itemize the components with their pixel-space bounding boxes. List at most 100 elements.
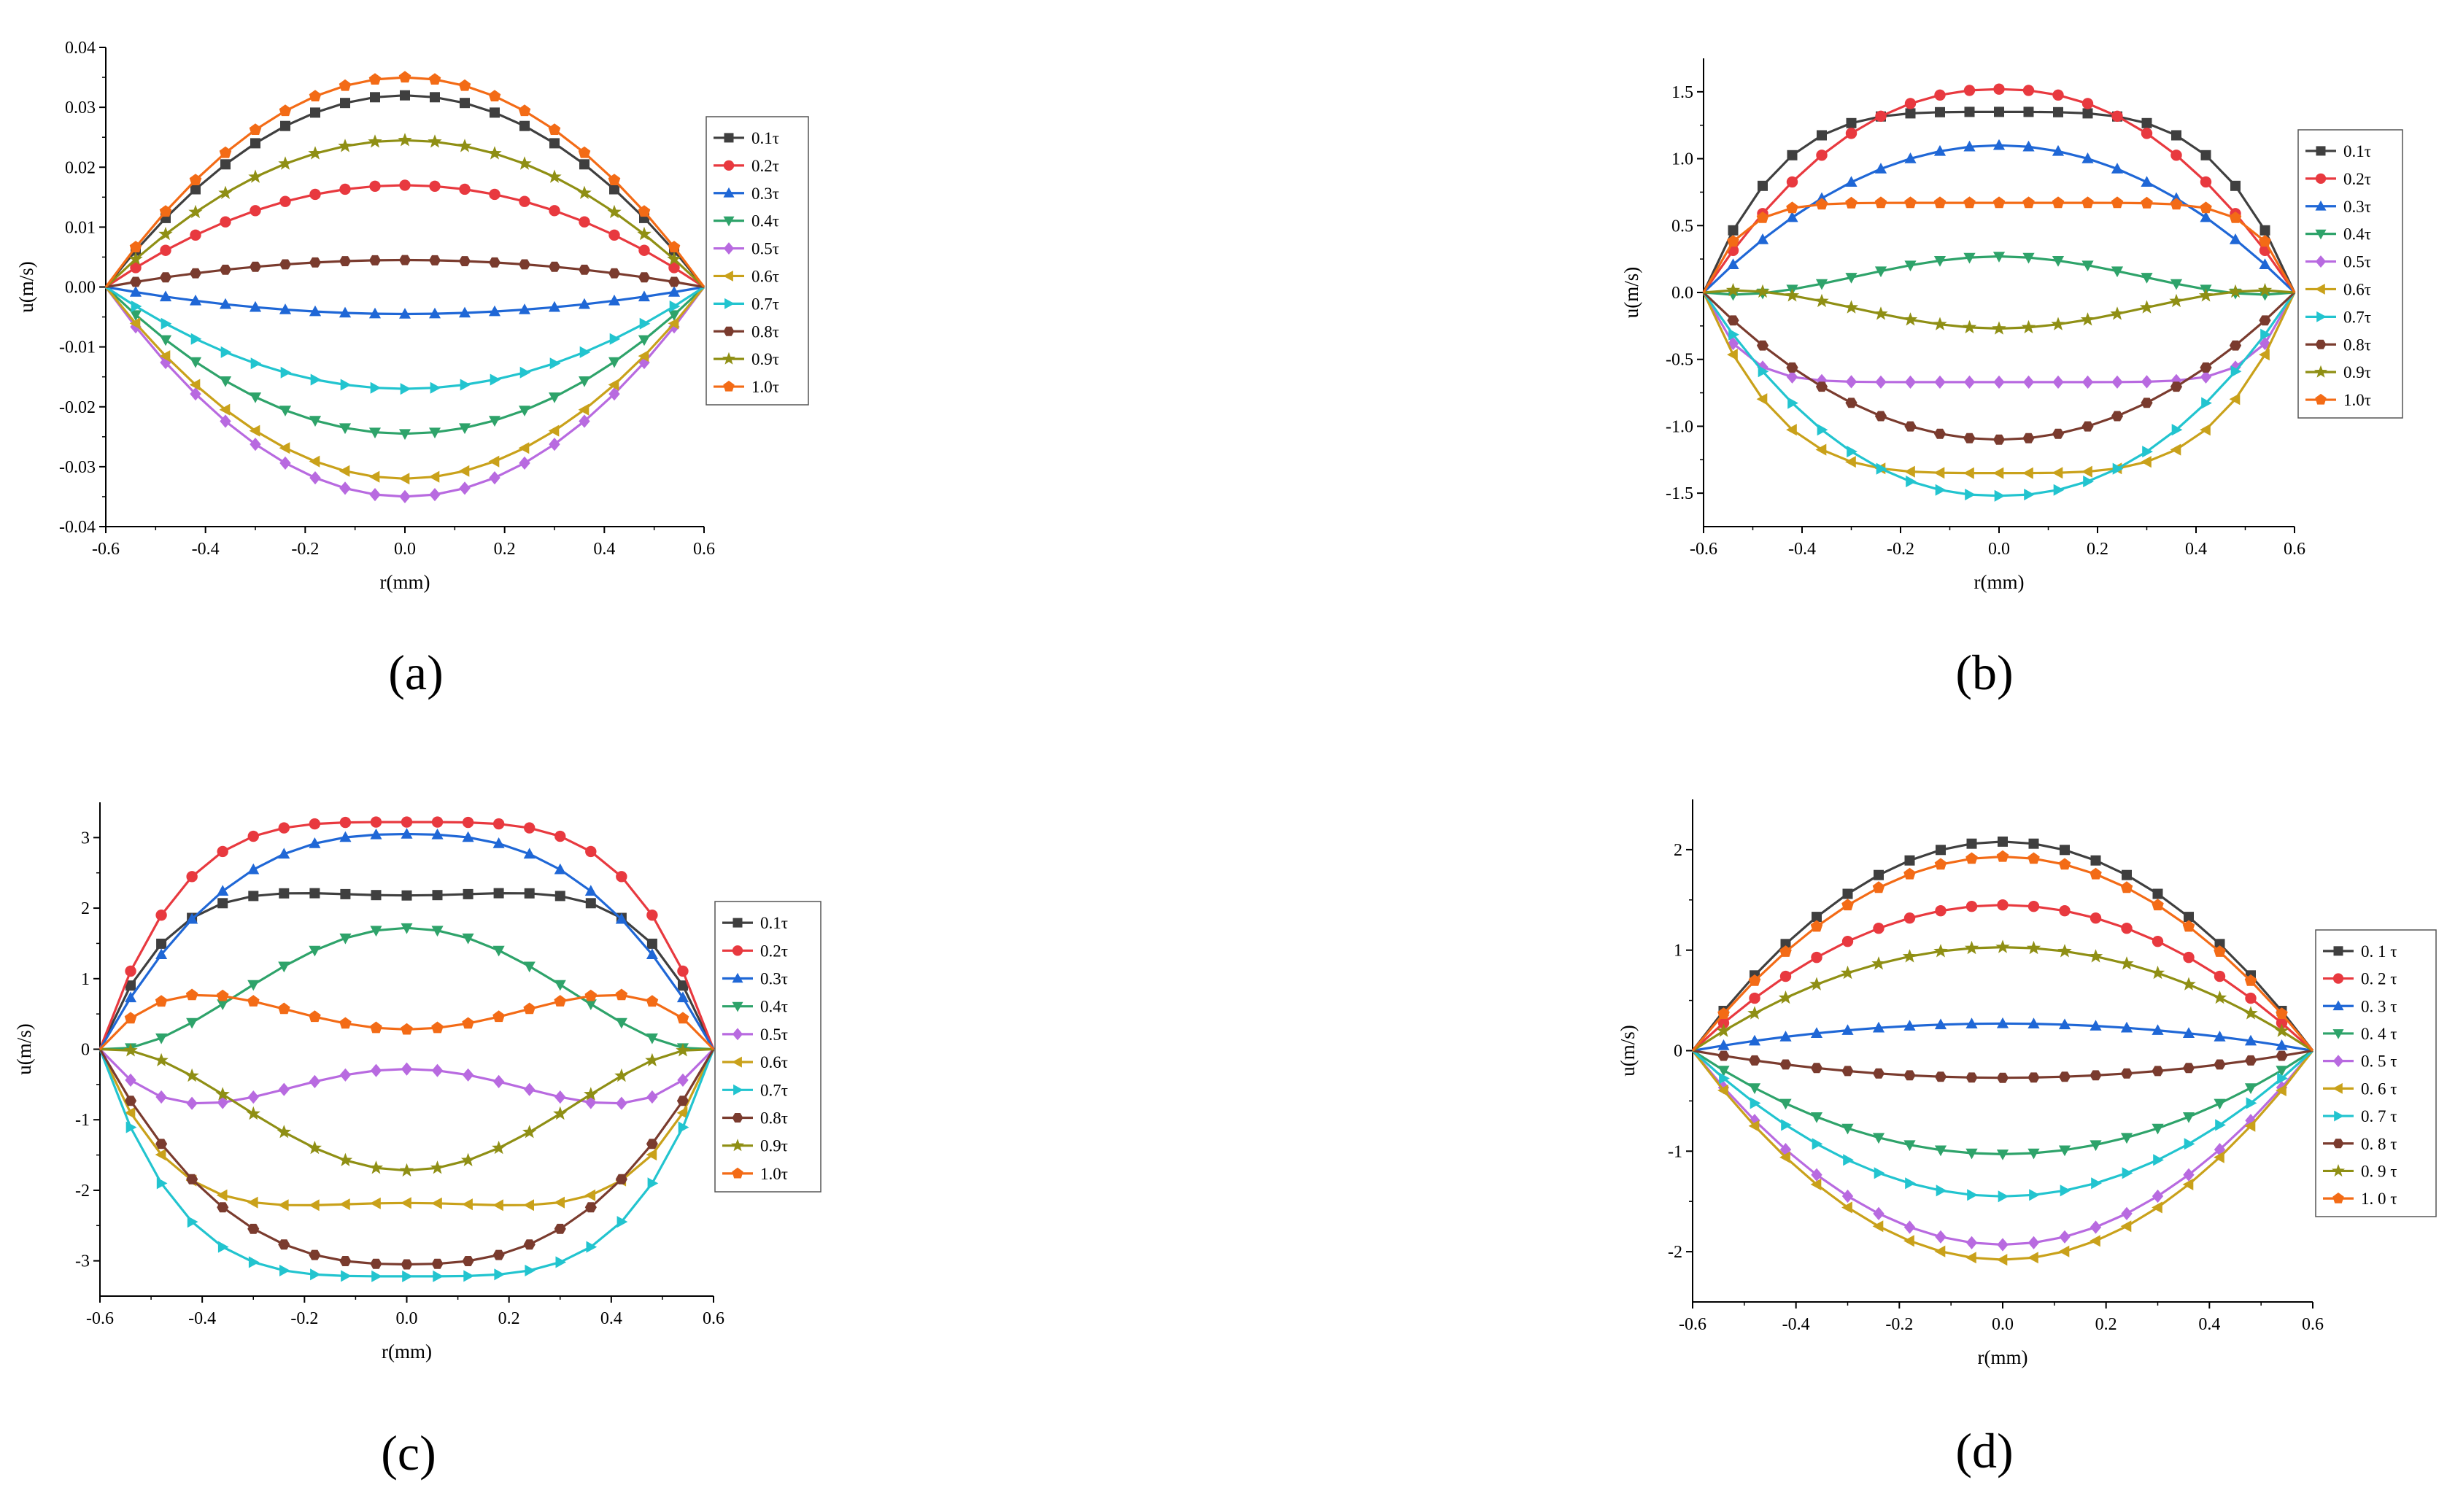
x-tick-label: 0.6 (693, 540, 715, 559)
data-point (2081, 196, 2094, 209)
data-point (2022, 140, 2035, 152)
series-9 (1703, 282, 2295, 335)
data-point (429, 180, 441, 192)
y-axis-label: u(m/s) (15, 261, 37, 313)
data-point (1875, 110, 1887, 123)
data-point (2229, 212, 2242, 223)
data-point (247, 980, 260, 991)
data-point (2198, 288, 2214, 302)
data-point (2214, 939, 2225, 950)
data-point (492, 1010, 505, 1023)
data-point (155, 1139, 168, 1149)
data-point (2119, 956, 2134, 970)
data-point (1727, 315, 1739, 326)
data-point (1993, 375, 2005, 389)
data-point (1935, 904, 1947, 917)
legend-label: 0. 5 τ (2361, 1052, 2397, 1071)
data-point (2027, 1236, 2040, 1249)
data-point (1814, 293, 1829, 308)
data-point (125, 1073, 136, 1087)
legend-marker (2316, 146, 2326, 156)
data-point (2081, 152, 2094, 163)
data-point (488, 455, 500, 468)
data-point (1903, 1235, 1914, 1247)
data-point (2027, 1017, 2040, 1028)
data-point (185, 1068, 199, 1082)
data-point (585, 845, 597, 858)
data-point (2245, 992, 2257, 1004)
data-point (2090, 1220, 2102, 1234)
data-point (1815, 279, 1828, 290)
data-point (1843, 1154, 1854, 1166)
legend-marker (732, 1167, 743, 1179)
legend-entry: 1.0τ (722, 1165, 788, 1183)
series-7 (98, 1048, 715, 1282)
data-point (2120, 1220, 2132, 1233)
data-point (2184, 1138, 2195, 1150)
data-point (338, 139, 352, 152)
data-point (1904, 152, 1917, 163)
data-point (519, 195, 530, 207)
data-point (2169, 293, 2184, 308)
data-point (368, 255, 381, 265)
data-point (1787, 397, 1798, 409)
data-point (1904, 98, 1917, 109)
data-point (189, 294, 202, 306)
y-tick-label: -2 (75, 1182, 90, 1201)
data-point (493, 888, 504, 899)
data-point (189, 357, 202, 368)
data-point (339, 1068, 352, 1082)
data-point (1841, 1024, 1854, 1035)
legend-marker (732, 1113, 743, 1123)
data-point (579, 298, 590, 309)
data-point (554, 995, 567, 1007)
data-point (523, 961, 536, 973)
data-point (1992, 467, 2004, 479)
data-point (1933, 256, 1947, 267)
data-point (1756, 340, 1769, 351)
data-point (1779, 1151, 1790, 1163)
data-point (131, 301, 142, 313)
data-point (247, 830, 259, 842)
data-point (2121, 1206, 2133, 1220)
data-point (2152, 899, 2164, 911)
data-point (1815, 198, 1828, 210)
data-point (646, 995, 659, 1007)
data-point (1756, 393, 1768, 406)
data-point (2141, 273, 2153, 284)
data-point (1904, 855, 1915, 866)
data-point (2214, 970, 2226, 982)
data-point (2058, 1018, 2071, 1030)
panel-label: (d) (1955, 1423, 2013, 1478)
data-point (1728, 225, 1739, 236)
data-point (154, 1052, 169, 1066)
x-tick-label: 0.2 (494, 540, 516, 559)
data-point (548, 123, 561, 135)
data-point (339, 933, 352, 945)
data-point (2029, 1189, 2040, 1201)
legend: 0. 1 τ 0. 2 τ 0. 3 τ 0. 4 τ 0. 5 τ 0. 6 τ 0. 7… (2315, 929, 2437, 1217)
x-tick-label: -0.4 (192, 540, 220, 559)
legend-marker (2332, 1164, 2345, 1177)
panel-label: (c) (381, 1425, 436, 1481)
data-point (1996, 850, 2009, 862)
data-point (549, 357, 561, 370)
legend-label: 0.8τ (751, 322, 779, 341)
legend-entry: 0.2τ (722, 942, 788, 960)
data-point (2058, 1071, 2071, 1082)
data-point (1847, 446, 1858, 458)
data-point (2276, 1084, 2286, 1096)
legend-marker (2316, 311, 2327, 322)
data-point (2120, 881, 2133, 893)
legend-label: 0. 4 τ (2361, 1025, 2397, 1043)
data-point (1994, 106, 2004, 117)
y-tick-label: -1.5 (1666, 484, 1693, 503)
data-point (2141, 196, 2153, 209)
data-point (1933, 317, 1947, 330)
data-point (492, 1074, 505, 1088)
x-tick-label: -0.4 (1788, 540, 1816, 559)
data-point (2027, 1148, 2040, 1160)
data-point (1934, 1145, 1947, 1157)
data-point (1874, 1167, 1885, 1179)
data-point (2214, 1151, 2224, 1163)
